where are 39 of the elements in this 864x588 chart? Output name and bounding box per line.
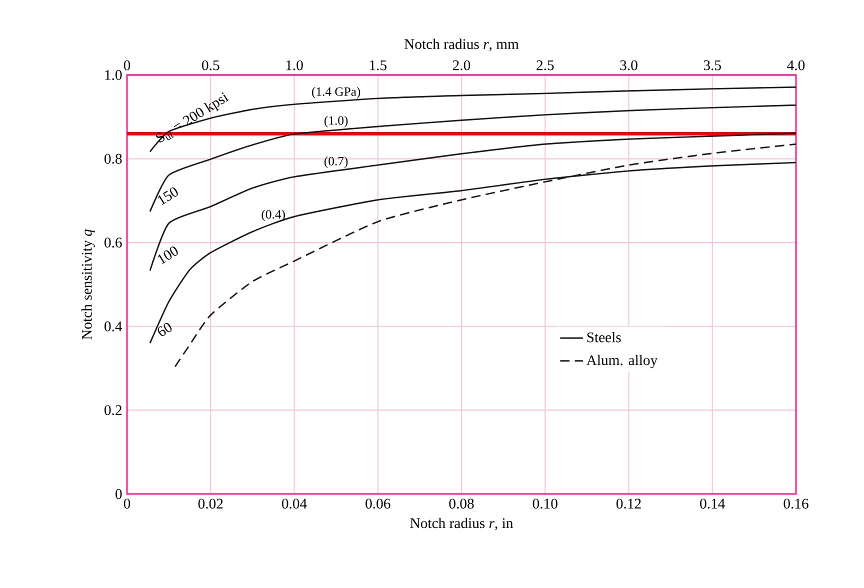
y-tick-label: 0.2 <box>104 405 122 416</box>
annotation: (0.4) <box>262 210 285 222</box>
x-axis-title: Notch radius r, in <box>410 518 514 530</box>
annotation: (0.7) <box>324 156 348 168</box>
x2-tick-label: 1.5 <box>370 60 386 70</box>
x2-tick-label: 3.0 <box>620 60 638 70</box>
line-series <box>149 132 796 272</box>
y-tick-label: 0.8 <box>104 154 122 164</box>
text: 100 <box>158 246 178 264</box>
line-series <box>149 86 796 152</box>
x-tick-label: 0.12 <box>616 498 641 509</box>
annotation: (1.4 GPa) <box>312 86 360 98</box>
x-tick-label: 0.16 <box>784 498 808 509</box>
text: 150 <box>158 187 178 206</box>
y-tick-label: 1.0 <box>105 70 122 80</box>
annotation: Steels <box>587 332 621 342</box>
x2-axis-title: Notch radius r, mm <box>404 38 519 52</box>
x-tick-label: 0 <box>124 498 130 509</box>
x2-tick-label: 0 <box>124 60 130 70</box>
legend-label: Alum. alloy <box>586 354 658 368</box>
text: S$_{ut}$ = 200 kpsi <box>156 92 230 143</box>
x-tick-label: 0.10 <box>532 498 558 509</box>
annotation: (1.0) <box>324 116 348 128</box>
y-tick-label: 0.6 <box>104 238 122 248</box>
x2-tick-label: 2.5 <box>536 60 554 70</box>
y-tick-label: 0 <box>116 489 122 499</box>
x2-tick-label: 2.0 <box>452 60 470 70</box>
x-tick-label: 0.06 <box>366 498 390 509</box>
x-tick-label: 0.14 <box>700 498 725 509</box>
x-tick-label: 0.08 <box>449 498 474 509</box>
x2-tick-label: 1.0 <box>286 60 303 70</box>
x2-tick-label: 3.5 <box>704 60 721 70</box>
text: 60 <box>158 322 172 336</box>
y-tick-label: 0.4 <box>104 321 122 332</box>
x-tick-label: 0.02 <box>198 498 223 509</box>
x-tick-label: 0.04 <box>282 498 307 509</box>
x2-tick-label: 0.5 <box>202 60 220 70</box>
x2-tick-label: 4.0 <box>787 60 805 70</box>
y-axis-title: Notch sensitivity q <box>81 229 95 340</box>
